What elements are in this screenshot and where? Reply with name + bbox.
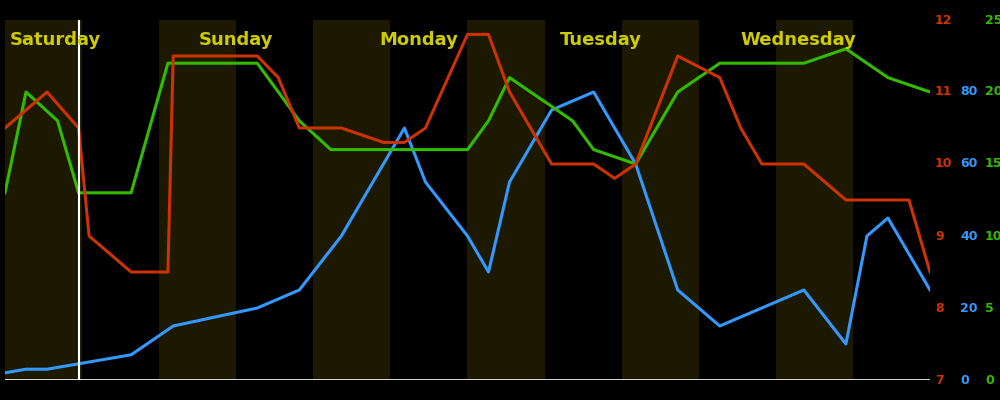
Text: 0: 0 <box>960 374 969 386</box>
Text: 9: 9 <box>935 230 944 242</box>
Text: 8: 8 <box>935 302 944 314</box>
Bar <box>5 20 82 380</box>
Text: 12: 12 <box>935 14 952 26</box>
Bar <box>313 20 390 380</box>
Text: 10: 10 <box>935 158 952 170</box>
Bar <box>82 20 159 380</box>
Text: 11: 11 <box>935 86 952 98</box>
Text: 20: 20 <box>985 86 1000 98</box>
Text: 15: 15 <box>985 158 1000 170</box>
Bar <box>390 20 467 380</box>
Bar <box>622 20 699 380</box>
Text: Wednesday: Wednesday <box>740 31 856 49</box>
Text: 10: 10 <box>985 230 1000 242</box>
Text: 5: 5 <box>985 302 994 314</box>
Bar <box>545 20 622 380</box>
Bar <box>236 20 313 380</box>
Text: Tuesday: Tuesday <box>560 31 642 49</box>
Text: 25: 25 <box>985 14 1000 26</box>
Text: Saturday: Saturday <box>10 31 101 49</box>
Text: 40: 40 <box>960 230 978 242</box>
Bar <box>776 20 853 380</box>
Text: 0: 0 <box>985 374 994 386</box>
Bar <box>467 20 545 380</box>
Text: Monday: Monday <box>380 31 458 49</box>
Text: 20: 20 <box>960 302 978 314</box>
Bar <box>699 20 776 380</box>
Bar <box>853 20 930 380</box>
Bar <box>159 20 236 380</box>
Text: Sunday: Sunday <box>199 31 274 49</box>
Text: 60: 60 <box>960 158 977 170</box>
Text: 7: 7 <box>935 374 944 386</box>
Text: 80: 80 <box>960 86 977 98</box>
